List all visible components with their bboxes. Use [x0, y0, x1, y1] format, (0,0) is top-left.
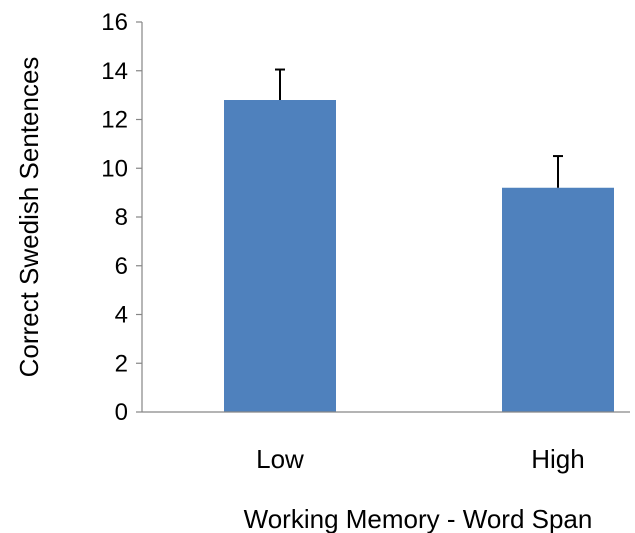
category-label-high: High [531, 444, 584, 474]
y-tick-label: 6 [115, 253, 128, 280]
bars-group [224, 100, 614, 412]
y-tick-label: 10 [101, 155, 128, 182]
category-label-low: Low [256, 444, 304, 474]
y-axis-tick-labels: 0 2 4 6 8 10 12 14 16 [101, 9, 128, 426]
y-tick-label: 8 [115, 204, 128, 231]
bar-high [502, 187, 614, 412]
y-axis-title: Correct Swedish Sentences [14, 57, 44, 378]
x-axis-category-labels: Low High [256, 444, 585, 474]
y-tick-label: 2 [115, 350, 128, 377]
y-tick-label: 16 [101, 9, 128, 36]
y-tick-label: 14 [101, 58, 128, 85]
y-axis-ticks [136, 21, 142, 413]
y-tick-label: 0 [115, 399, 128, 426]
y-tick-label: 12 [101, 107, 128, 134]
x-axis-title: Working Memory - Word Span [244, 504, 593, 533]
error-bars-group [275, 68, 563, 188]
bar-low [224, 100, 336, 412]
y-tick-label: 4 [115, 302, 128, 329]
